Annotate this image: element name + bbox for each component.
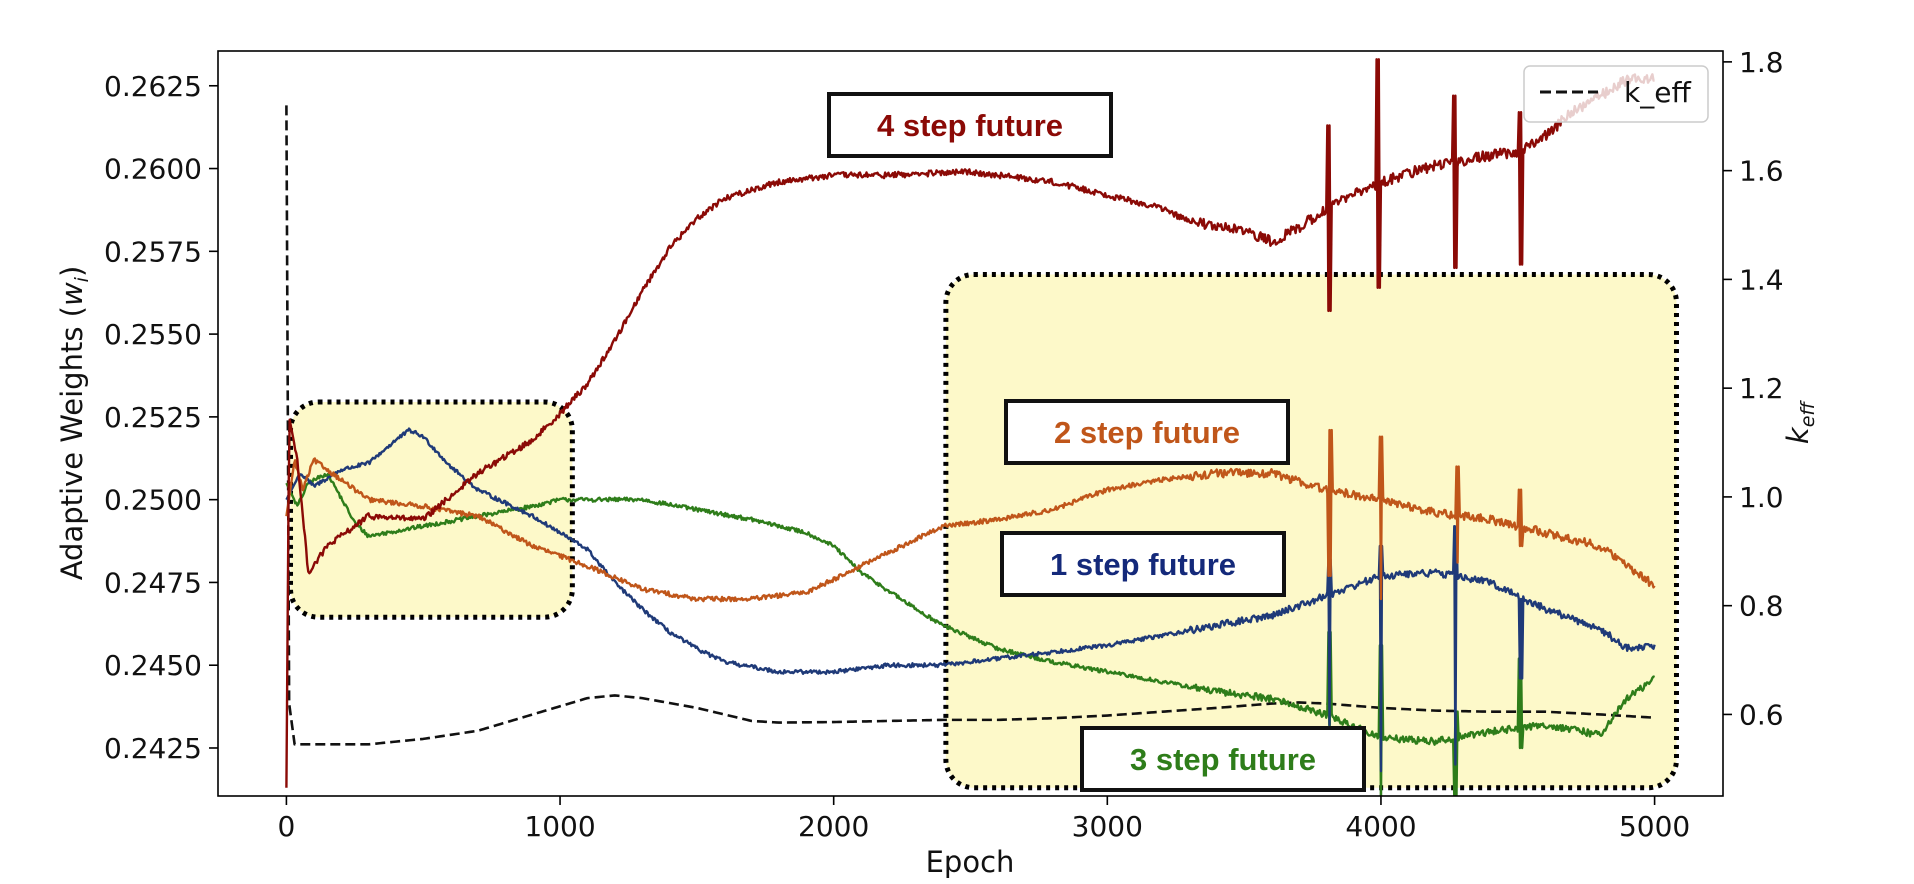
- callout-2-step-future: 2 step future: [1004, 399, 1290, 465]
- y2-tick-label: 0.8: [1739, 590, 1784, 623]
- x-tick-label: 4000: [1345, 810, 1416, 843]
- y-tick-label: 0.2475: [104, 566, 202, 599]
- y-axis-title-sub: i: [71, 276, 93, 282]
- y-axis-title-main: Adaptive Weights (: [55, 306, 89, 580]
- y-tick-label: 0.2625: [104, 70, 202, 103]
- x-tick-label: 2000: [798, 810, 869, 843]
- y2-axis-title-sub: eff: [1797, 400, 1819, 428]
- x-tick-label: 0: [277, 810, 295, 843]
- legend: k_eff: [1523, 65, 1709, 123]
- callout-box: [827, 92, 1113, 158]
- y-tick-label: 0.2450: [104, 649, 202, 682]
- y2-tick-label: 0.6: [1739, 698, 1784, 731]
- y-tick-label: 0.2550: [104, 318, 202, 351]
- callout-box: [1080, 726, 1366, 792]
- legend-frame: [1523, 65, 1709, 123]
- legend-keff-label: k_eff: [1624, 76, 1691, 109]
- x-tick-label: 5000: [1619, 810, 1690, 843]
- callout-1-step-future: 1 step future: [1000, 531, 1286, 597]
- callout-label: 3 step future: [1130, 742, 1316, 777]
- y2-tick-label: 1.8: [1739, 46, 1784, 79]
- series-lines: [285, 58, 1656, 796]
- callout-4-step-future: 4 step future: [827, 92, 1113, 158]
- y2-tick-label: 1.4: [1739, 263, 1784, 296]
- x-axis: 0 1000 2000 3000 4000 5000: [277, 796, 1690, 843]
- series-line-1-step-future: [285, 427, 1656, 773]
- y-tick-label: 0.2575: [104, 235, 202, 268]
- y2-axis-title: keff: [1781, 400, 1819, 444]
- y2-tick-label: 1.6: [1739, 155, 1784, 188]
- y2-axis-title-var: k: [1781, 426, 1815, 444]
- series-line-2-step-future: [285, 428, 1656, 603]
- y-axis-title-var: w: [55, 282, 89, 306]
- y-axis-right: 0.6 0.8 1.0 1.2 1.4 1.6 1.8: [1723, 46, 1784, 731]
- x-tick-label: 3000: [1072, 810, 1143, 843]
- y-axis-left: 0.2425 0.2450 0.2475 0.2500 0.2525 0.2550 0.25…: [104, 70, 218, 765]
- y-tick-label: 0.2525: [104, 401, 202, 434]
- callout-box: [1000, 531, 1286, 597]
- series-line-4-step-future: [285, 58, 1655, 788]
- y-tick-label: 0.2425: [104, 732, 202, 765]
- y2-tick-label: 1.0: [1739, 481, 1784, 514]
- callout-label: 4 step future: [877, 108, 1063, 143]
- callout-box: [1004, 399, 1290, 465]
- x-axis-title: Epoch: [926, 845, 1015, 879]
- plot-frame: [217, 50, 1724, 797]
- callout-label: 1 step future: [1050, 547, 1236, 582]
- callouts: 4 step future 2 step future 1 step future 3…: [827, 92, 1366, 792]
- callout-label: 2 step future: [1054, 415, 1240, 450]
- y-tick-label: 0.2600: [104, 153, 202, 186]
- y2-tick-label: 1.2: [1739, 372, 1784, 405]
- callout-3-step-future: 3 step future: [1080, 726, 1366, 792]
- y-tick-label: 0.2500: [104, 484, 202, 517]
- y-axis-title: Adaptive Weights (wi): [55, 266, 93, 581]
- series-line-k-eff: [285, 105, 1655, 746]
- y-axis-title-end: ): [55, 266, 89, 277]
- x-tick-label: 1000: [524, 810, 595, 843]
